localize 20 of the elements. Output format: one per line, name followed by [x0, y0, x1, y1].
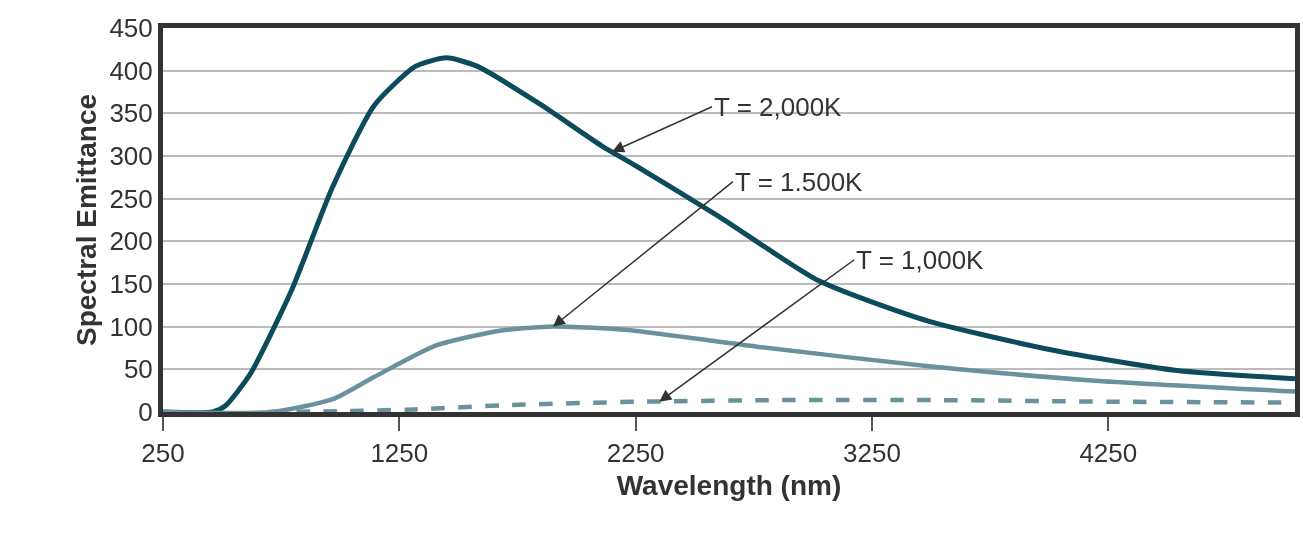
y-tick-label: 300 — [109, 141, 153, 172]
annotation: T = 1.500K — [735, 167, 864, 197]
x-tick-label: 3250 — [843, 438, 901, 469]
annotation: T = 2,000K — [714, 92, 843, 122]
x-axis-title: Wavelength (nm) — [616, 470, 842, 502]
x-tick-label: 2250 — [606, 438, 665, 469]
y-tick-label: 200 — [109, 226, 153, 257]
y-axis-title: Spectral Emittance — [71, 93, 103, 347]
y-tick-label: 0 — [138, 397, 153, 428]
x-tick-label: 4250 — [1079, 438, 1138, 469]
y-tick-label: 50 — [123, 354, 153, 385]
y-tick-label: 400 — [109, 55, 153, 86]
line-series — [163, 324, 1295, 412]
y-tick-label: 350 — [109, 98, 153, 129]
annotation: T = 1,000K — [856, 245, 985, 275]
y-tick-label: 100 — [109, 311, 153, 342]
y-tick-label: 250 — [109, 183, 153, 214]
x-tick-label: 1250 — [370, 438, 429, 469]
y-tick-label: 450 — [109, 13, 153, 44]
y-tick-label: 150 — [109, 269, 153, 300]
